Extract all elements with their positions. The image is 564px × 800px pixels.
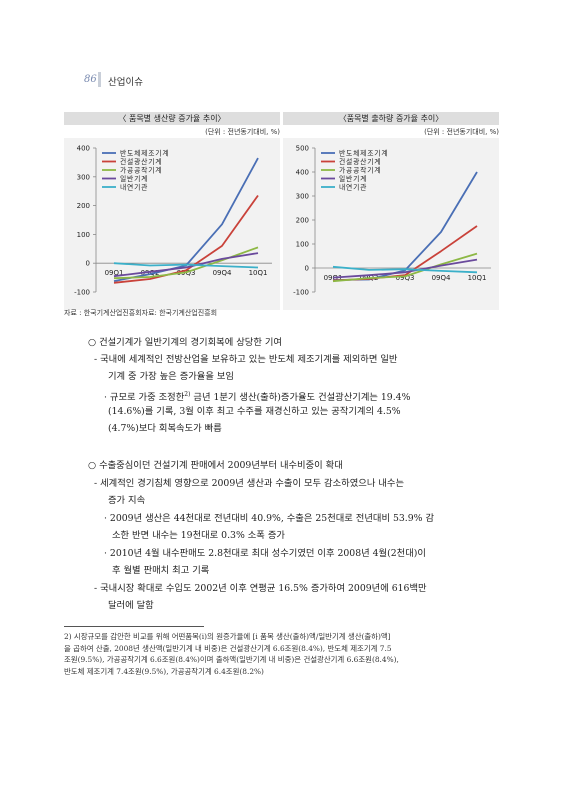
bullet-text: 금년 1분기 생산(출하)증가율도 건설광산기계는 19.4% (193, 392, 411, 404)
series-line (332, 265, 478, 274)
legend-label: 건설광산기계 (120, 157, 162, 166)
legend-label: 일반기계 (339, 174, 367, 183)
section2-bullet1-line1: · 2009년 생산은 44천대로 전년대비 40.9%, 수출은 25천대로 … (104, 513, 435, 524)
y-tick-label: 300 (77, 173, 90, 181)
legend-label: 반도체제조기계 (339, 149, 388, 158)
legend-label: 가공공작기계 (120, 166, 162, 175)
page-number: 86 (84, 74, 97, 85)
chart-unit: (단위 : 전년동기대비, %) (424, 128, 499, 136)
section2-heading: ○ 수출중심이던 건설기계 판매에서 2009년부터 내수비중이 확대 (88, 460, 343, 471)
x-tick-label: 09Q1 (324, 274, 343, 282)
section2-dash1-line1: - 세계적인 경기침체 영향으로 2009년 생산과 수출이 모두 감소하였으나… (94, 478, 404, 489)
footnote-ref: 2) (184, 391, 191, 398)
x-tick-label: 09Q4 (432, 274, 451, 282)
legend-label: 내연기관 (120, 183, 148, 192)
y-tick-label: 200 (296, 217, 309, 225)
legend-label: 내연기관 (339, 183, 367, 192)
section2-dash2-line2: 달러에 달함 (108, 600, 154, 611)
section1-dash1-line2: 기계 중 가장 높은 증가율을 보임 (108, 371, 234, 382)
y-tick-label: 0 (86, 260, 90, 268)
shipment-chart: 〈품목별 출하량 증가율 추이〉 (단위 : 전년동기대비, %) -100 0 1… (283, 112, 499, 310)
x-tick-label: 09Q1 (105, 269, 124, 277)
chart-unit: (단위 : 전년동기대비, %) (205, 128, 280, 136)
y-tick-label: 200 (77, 202, 90, 210)
bullet-text: · 규모로 가중 조정한 (104, 392, 185, 404)
x-tick-label: 10Q1 (249, 269, 268, 277)
production-chart: 〈 품목별 생산량 증가율 추이〉 (단위 : 전년동기대비, %) -100 0… (64, 112, 280, 310)
section2-dash2-line1: - 국내시장 확대로 수입도 2002년 이후 연평균 16.5% 증가하여 2… (94, 583, 427, 594)
chart-title-background (64, 112, 280, 125)
section1-bullet1-line3: (4.7%)보다 회복속도가 빠름 (108, 423, 222, 434)
footnote-rule (64, 626, 204, 627)
series-line (113, 194, 259, 284)
y-tick-label: 300 (296, 193, 309, 201)
footnote: 2) 시장규모를 감안한 비교를 위해 어떤품목(i)의 원증가율에 [i 품목… (64, 631, 504, 677)
x-tick-label: 09Q3 (396, 274, 415, 282)
y-tick-label: 400 (296, 169, 309, 177)
y-tick-label: 100 (296, 241, 309, 249)
x-tick-label: 10Q1 (468, 274, 487, 282)
section2-dash1-line2: 증가 지속 (108, 495, 146, 506)
y-tick-label: 100 (77, 231, 90, 239)
chart-plot-area: -100 0 100 200 300 400 09Q1 09Q2 09Q3 09Q4 10Q1 반도체… (64, 138, 280, 310)
x-tick-label: 09Q4 (213, 269, 232, 277)
header-divider (98, 72, 101, 87)
section1-bullet1-line2: (14.6%)를 기록, 3월 이후 최고 수주를 재경신하고 있는 공작기계의… (108, 406, 401, 417)
chart-title-background (283, 112, 499, 125)
chart-plot-area: -100 0 100 200 300 400 500 09Q1 09Q2 09Q3 09Q4 10Q1… (283, 138, 499, 310)
y-tick-label: -100 (74, 289, 90, 297)
series-line (113, 262, 259, 269)
page-header: 86 산업이슈 (0, 70, 564, 92)
section1-bullet1-line1: · 규모로 가중 조정한2) 금년 1분기 생산(출하)증가율도 건설광산기계는… (104, 388, 410, 404)
section2-bullet1-line2: 소한 반면 내수는 19천대로 0.3% 소폭 증가 (112, 530, 285, 541)
y-tick-label: 0 (305, 265, 309, 273)
legend-label: 가공공작기계 (339, 166, 381, 175)
legend-label: 건설광산기계 (339, 157, 381, 166)
chart-title: 〈 품목별 생산량 증가율 추이〉 (118, 114, 226, 123)
series-line (332, 258, 478, 279)
section1-dash1-line1: - 국내에 세계적인 전방산업을 보유하고 있는 반도체 제조기계를 제외하면 … (94, 354, 398, 365)
section2-bullet2-line2: 후 월별 판매치 최고 기록 (112, 565, 210, 576)
section1-heading: ○ 건설기계가 일반기계의 경기회복에 상당한 기여 (88, 337, 282, 348)
series-line (113, 252, 259, 278)
footnote-line: 조원(9.5%), 가공공작기계 6.6조원(8.4%)이며 출하액(일반기계 … (64, 655, 399, 665)
chart-source: 자료 : 한국기계산업진흥회자료: 한국기계산업진흥회 (64, 309, 218, 317)
series-line (113, 246, 259, 280)
y-tick-label: 500 (296, 145, 309, 153)
footnote-line: 반도체 제조기계 7.4조원(9.5%), 가공공작기계 6.4조원(8.2%) (64, 666, 264, 676)
legend-label: 반도체제조기계 (120, 149, 169, 158)
series-line (332, 252, 478, 283)
section2-bullet2-line1: · 2010년 4월 내수판매도 2.8천대로 최대 성수기였던 이후 2008… (104, 548, 426, 559)
y-tick-label: 400 (77, 145, 90, 153)
legend-label: 일반기계 (120, 174, 148, 183)
y-tick-label: -100 (293, 289, 309, 297)
footnote-line: 2) 시장규모를 감안한 비교를 위해 어떤품목(i)의 원증가율에 [i 품목… (64, 632, 391, 641)
footnote-line: 을 곱하여 산출, 2008년 생산액(일반기계 내 비중)은 건설광산기계 6… (64, 643, 392, 653)
section-title: 산업이슈 (108, 77, 143, 88)
chart-title: 〈품목별 출하량 증가율 추이〉 (338, 114, 444, 123)
